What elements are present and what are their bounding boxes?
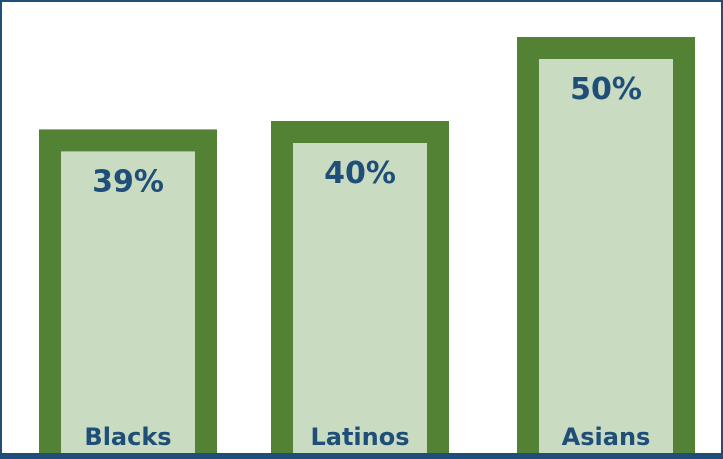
value-label-latinos: 40% [324,156,396,191]
category-label-blacks: Blacks [84,423,171,451]
chart-baseline [0,453,723,459]
bar-blacks-fill [61,151,195,457]
value-label-blacks: 39% [92,164,164,199]
bar-blacks: 39% Blacks [39,129,217,457]
bar-latinos-fill [293,143,427,457]
category-label-asians: Asians [562,423,651,451]
category-label-latinos: Latinos [310,423,409,451]
bar-latinos: 40% Latinos [271,121,449,457]
bar-asians: 50% Asians [517,37,695,457]
bar-asians-fill [539,59,673,457]
value-label-asians: 50% [570,72,642,107]
